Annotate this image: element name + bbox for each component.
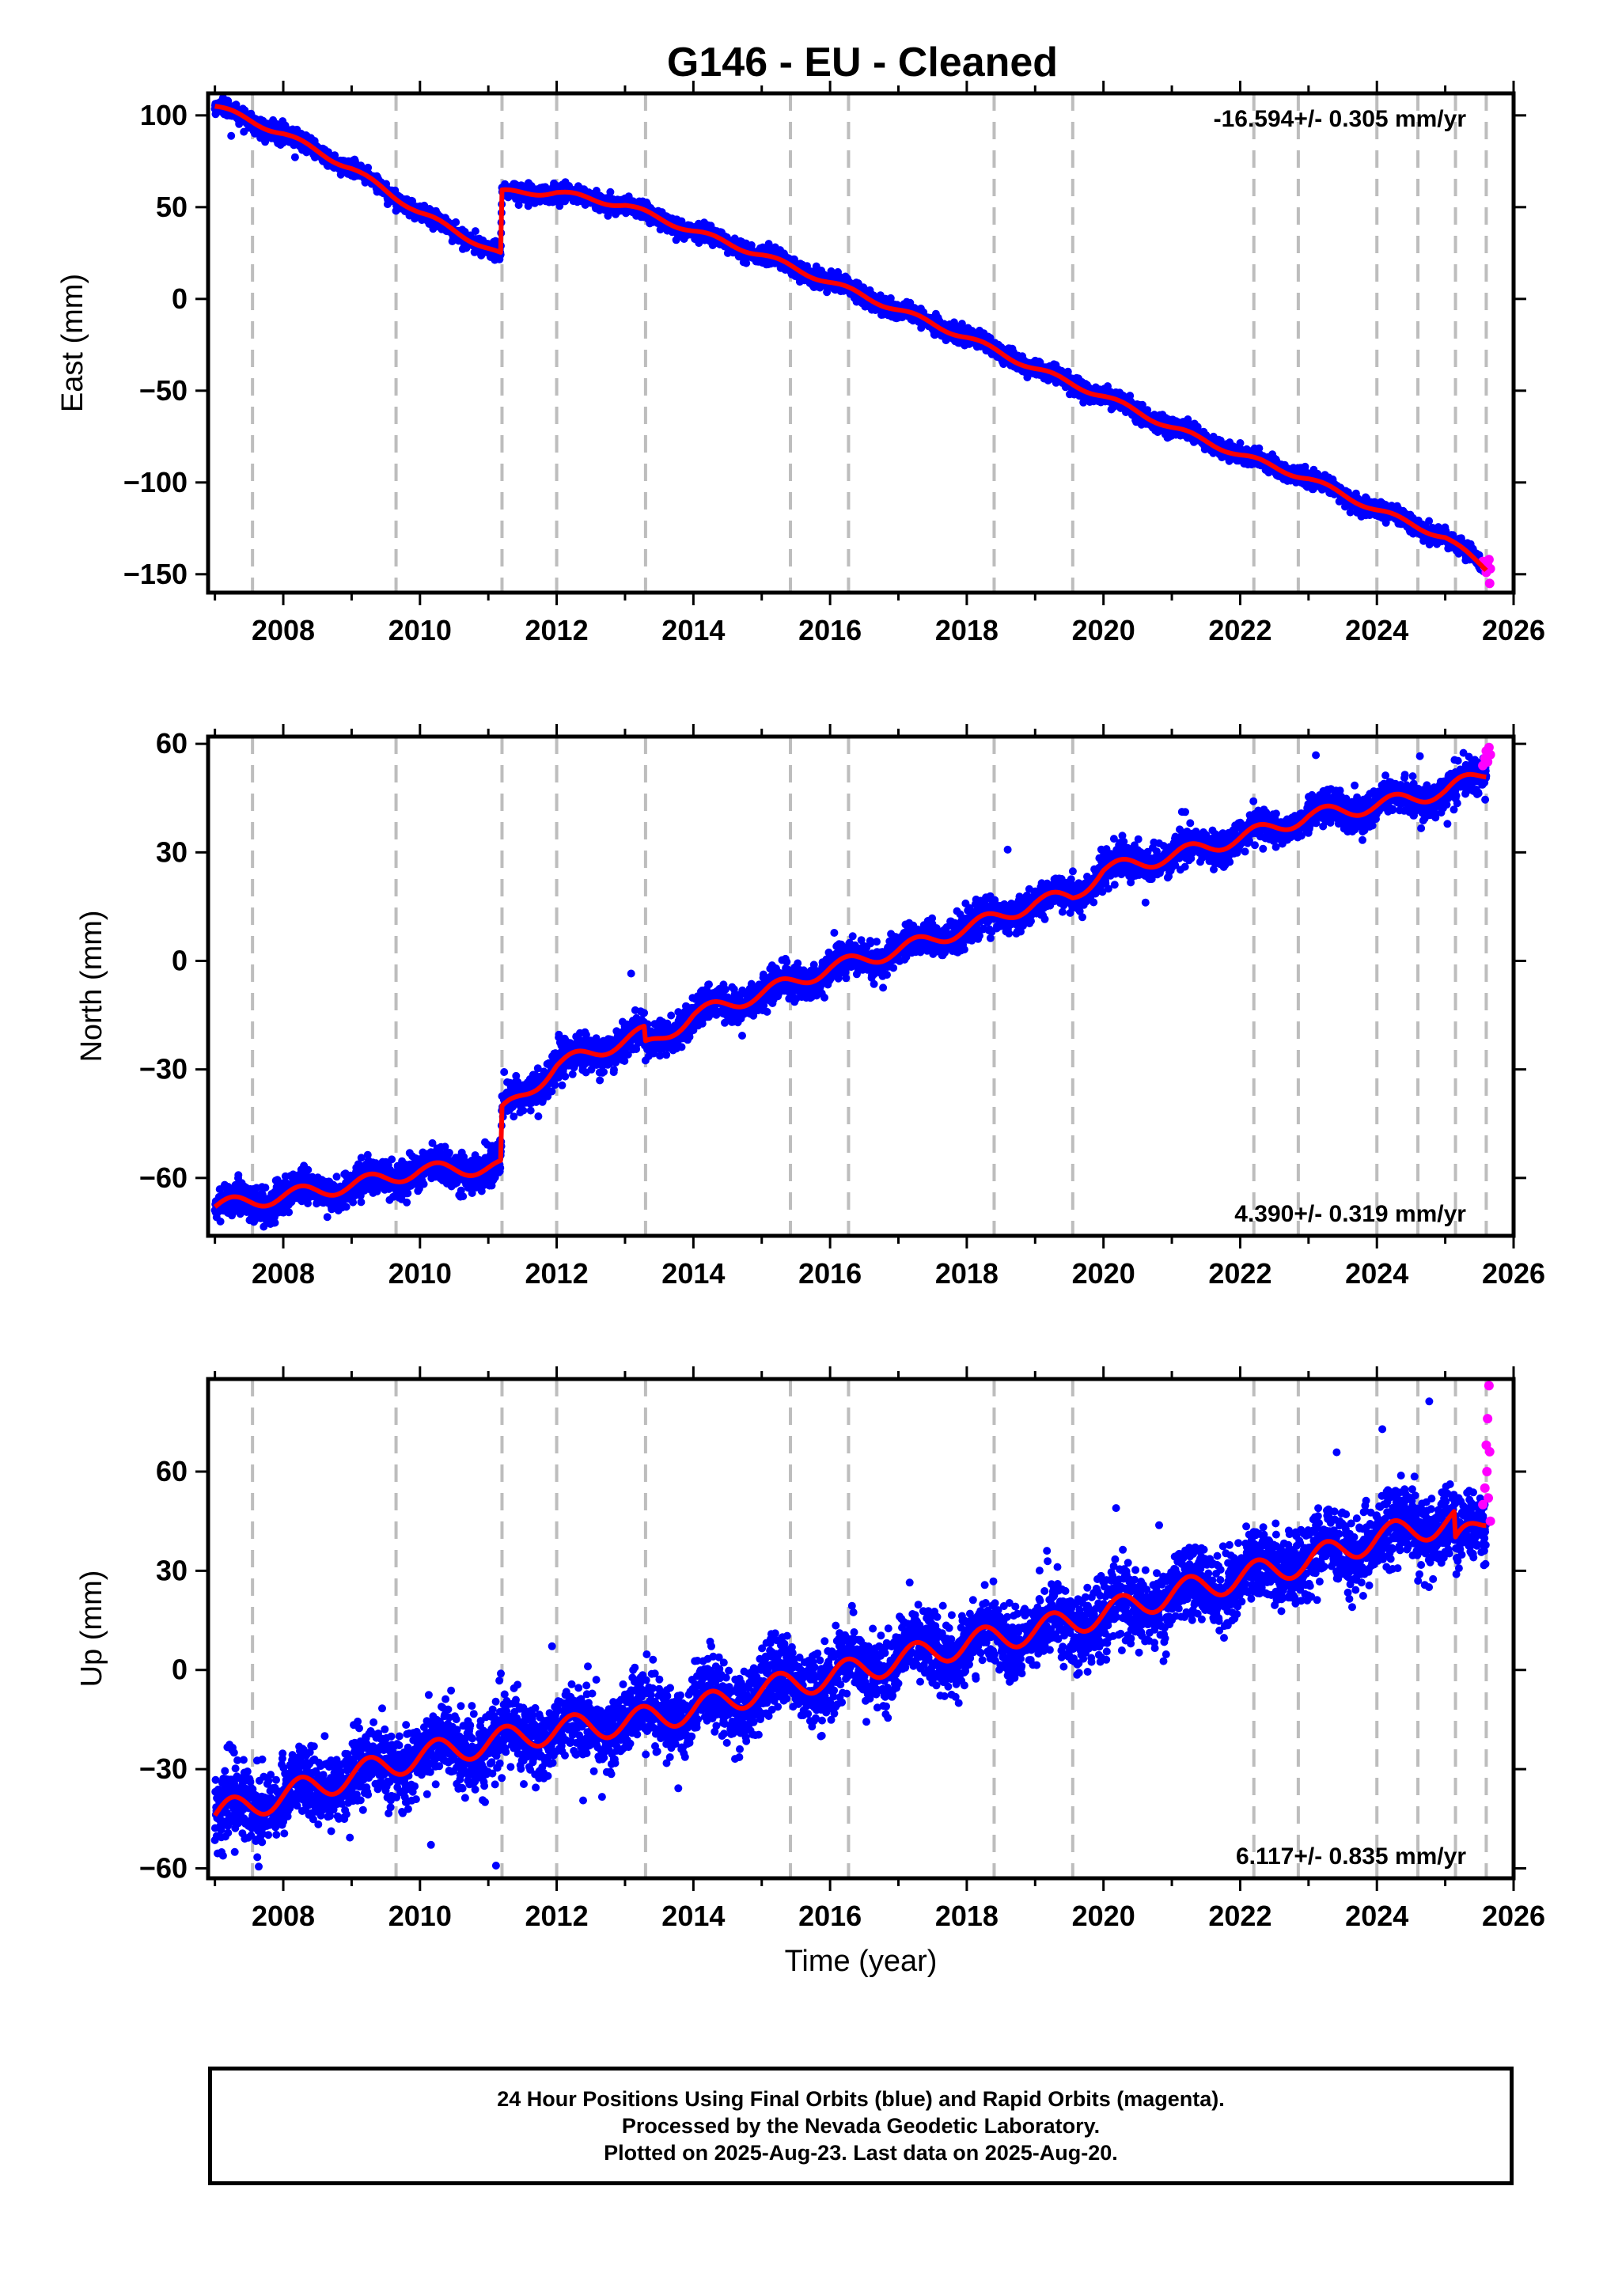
panels-group: 2008 2010 2012 2014 2016 2018 2020 2022 2024 2026… bbox=[56, 81, 1545, 1978]
y-tick-label: −50 bbox=[139, 374, 188, 407]
final-orbit-scatter bbox=[210, 748, 1491, 1231]
x-tick-label: 2018 bbox=[935, 1257, 999, 1290]
x-axis: 2008 2010 2012 2014 2016 2018 2020 2022 2024 2026 bbox=[214, 1366, 1545, 1932]
rapid-orbit-point-5 bbox=[1484, 578, 1495, 589]
y-tick-label: 30 bbox=[156, 1554, 188, 1586]
rapid-orbit-point-4 bbox=[1484, 555, 1494, 565]
x-tick-label: 2016 bbox=[798, 614, 862, 646]
final-orbit-points bbox=[210, 748, 1491, 1231]
x-tick-label: 2008 bbox=[252, 1900, 315, 1932]
x-tick-label: 2010 bbox=[388, 614, 452, 646]
x-tick-label: 2010 bbox=[388, 1257, 452, 1290]
footer-box: 24 Hour Positions Using Final Orbits (bl… bbox=[208, 2067, 1514, 2185]
trend-model-line bbox=[213, 1509, 1488, 1817]
equipment-change-lines bbox=[251, 93, 1488, 593]
rapid-orbit-points bbox=[1478, 742, 1495, 771]
x-tick-label: 2020 bbox=[1072, 614, 1135, 646]
plot-frame bbox=[206, 1377, 1516, 1881]
x-tick-label: 2020 bbox=[1072, 1900, 1135, 1932]
y-tick-label: 0 bbox=[172, 944, 188, 976]
panel-up: 2008 2010 2012 2014 2016 2018 2020 2022 2024 2026… bbox=[75, 1366, 1545, 1978]
x-tick-label: 2014 bbox=[661, 1257, 725, 1290]
footer-line-processed-by: Processed by the Nevada Geodetic Laborat… bbox=[621, 2114, 1101, 2138]
footer-line-orbits: 24 Hour Positions Using Final Orbits (bl… bbox=[497, 2087, 1225, 2111]
x-tick-label: 2014 bbox=[661, 1900, 725, 1932]
y-axis-label: East (mm) bbox=[56, 274, 89, 412]
rapid-orbit-point-3 bbox=[1483, 757, 1493, 767]
x-tick-label: 2012 bbox=[525, 1900, 589, 1932]
trend-model-line bbox=[213, 771, 1488, 1209]
footer-line-plotted-date: Plotted on 2025-Aug-23. Last data on 202… bbox=[604, 2141, 1118, 2165]
x-tick-label: 2026 bbox=[1482, 614, 1545, 646]
x-tick-label: 2016 bbox=[798, 1257, 862, 1290]
y-tick-label: 30 bbox=[156, 835, 188, 868]
x-tick-label: 2018 bbox=[935, 1900, 999, 1932]
rapid-orbit-point-0 bbox=[1478, 1499, 1488, 1510]
y-tick-label: −60 bbox=[139, 1161, 188, 1194]
x-axis-label: Time (year) bbox=[785, 1945, 938, 1978]
y-axis: −60 −30 0 30 60 bbox=[139, 1455, 1526, 1884]
panel-east: 2008 2010 2012 2014 2016 2018 2020 2022 2024 2026… bbox=[56, 81, 1545, 646]
plot-frame bbox=[206, 734, 1516, 1238]
y-tick-label: −60 bbox=[139, 1851, 188, 1884]
rapid-orbit-point-1 bbox=[1480, 1483, 1490, 1493]
rate-annotation: 4.390+/- 0.319 mm/yr bbox=[1234, 1201, 1466, 1227]
x-tick-label: 2020 bbox=[1072, 1257, 1135, 1290]
y-tick-label: −100 bbox=[123, 466, 188, 498]
rapid-orbit-point-6 bbox=[1485, 1516, 1495, 1526]
panel-north: 2008 2010 2012 2014 2016 2018 2020 2022 2024 2026… bbox=[75, 724, 1545, 1290]
y-axis: −60 −30 0 30 60 bbox=[139, 727, 1526, 1194]
y-tick-label: 0 bbox=[172, 282, 188, 315]
x-tick-label: 2024 bbox=[1345, 614, 1408, 646]
y-axis-label: Up (mm) bbox=[75, 1570, 108, 1688]
rapid-orbit-point-7 bbox=[1484, 1493, 1494, 1503]
y-axis-label: North (mm) bbox=[75, 910, 108, 1062]
rate-annotation: -16.594+/- 0.305 mm/yr bbox=[1214, 106, 1467, 132]
y-tick-label: 60 bbox=[156, 1455, 188, 1487]
x-tick-label: 2026 bbox=[1482, 1900, 1545, 1932]
x-tick-label: 2022 bbox=[1208, 1900, 1271, 1932]
y-tick-label: −30 bbox=[139, 1053, 188, 1085]
y-tick-label: 0 bbox=[172, 1654, 188, 1686]
x-axis: 2008 2010 2012 2014 2016 2018 2020 2022 2024 2026 bbox=[214, 724, 1545, 1290]
x-tick-label: 2018 bbox=[935, 614, 999, 646]
y-tick-label: −150 bbox=[123, 558, 188, 590]
x-tick-label: 2008 bbox=[252, 614, 315, 646]
rapid-orbit-point-3 bbox=[1483, 1414, 1493, 1424]
x-tick-label: 2026 bbox=[1482, 1257, 1545, 1290]
rate-annotation: 6.117+/- 0.835 mm/yr bbox=[1236, 1843, 1466, 1870]
x-tick-label: 2012 bbox=[525, 1257, 589, 1290]
rapid-orbit-point-5 bbox=[1485, 749, 1495, 760]
x-axis: 2008 2010 2012 2014 2016 2018 2020 2022 2024 2026 bbox=[214, 81, 1545, 646]
rapid-orbit-point-4 bbox=[1484, 742, 1494, 752]
x-tick-label: 2022 bbox=[1208, 1257, 1271, 1290]
rapid-orbit-point-4 bbox=[1484, 1381, 1494, 1391]
x-tick-label: 2014 bbox=[661, 614, 725, 646]
y-tick-label: 100 bbox=[140, 99, 188, 131]
x-tick-label: 2012 bbox=[525, 614, 589, 646]
y-axis: −150 −100 −50 0 50 100 bbox=[123, 99, 1526, 590]
figure-title: G146 - EU - Cleaned bbox=[667, 40, 1058, 85]
rapid-orbit-points bbox=[1478, 1381, 1495, 1526]
x-tick-label: 2024 bbox=[1345, 1257, 1408, 1290]
rapid-orbit-point-6 bbox=[1485, 563, 1495, 574]
x-tick-label: 2022 bbox=[1208, 614, 1271, 646]
y-tick-label: 60 bbox=[156, 727, 188, 760]
final-orbit-points bbox=[210, 1397, 1491, 1878]
equipment-change-lines bbox=[251, 737, 1488, 1236]
x-tick-label: 2024 bbox=[1345, 1900, 1408, 1932]
x-tick-label: 2010 bbox=[388, 1900, 452, 1932]
x-tick-label: 2008 bbox=[252, 1257, 315, 1290]
final-orbit-scatter bbox=[210, 1397, 1491, 1878]
x-tick-label: 2016 bbox=[798, 1900, 862, 1932]
y-tick-label: 50 bbox=[156, 191, 188, 223]
rapid-orbit-point-8 bbox=[1482, 1467, 1492, 1477]
plot-frame bbox=[206, 91, 1516, 595]
y-tick-label: −30 bbox=[139, 1752, 188, 1785]
trend-model-line bbox=[213, 104, 1488, 572]
rapid-orbit-point-5 bbox=[1484, 1446, 1495, 1457]
